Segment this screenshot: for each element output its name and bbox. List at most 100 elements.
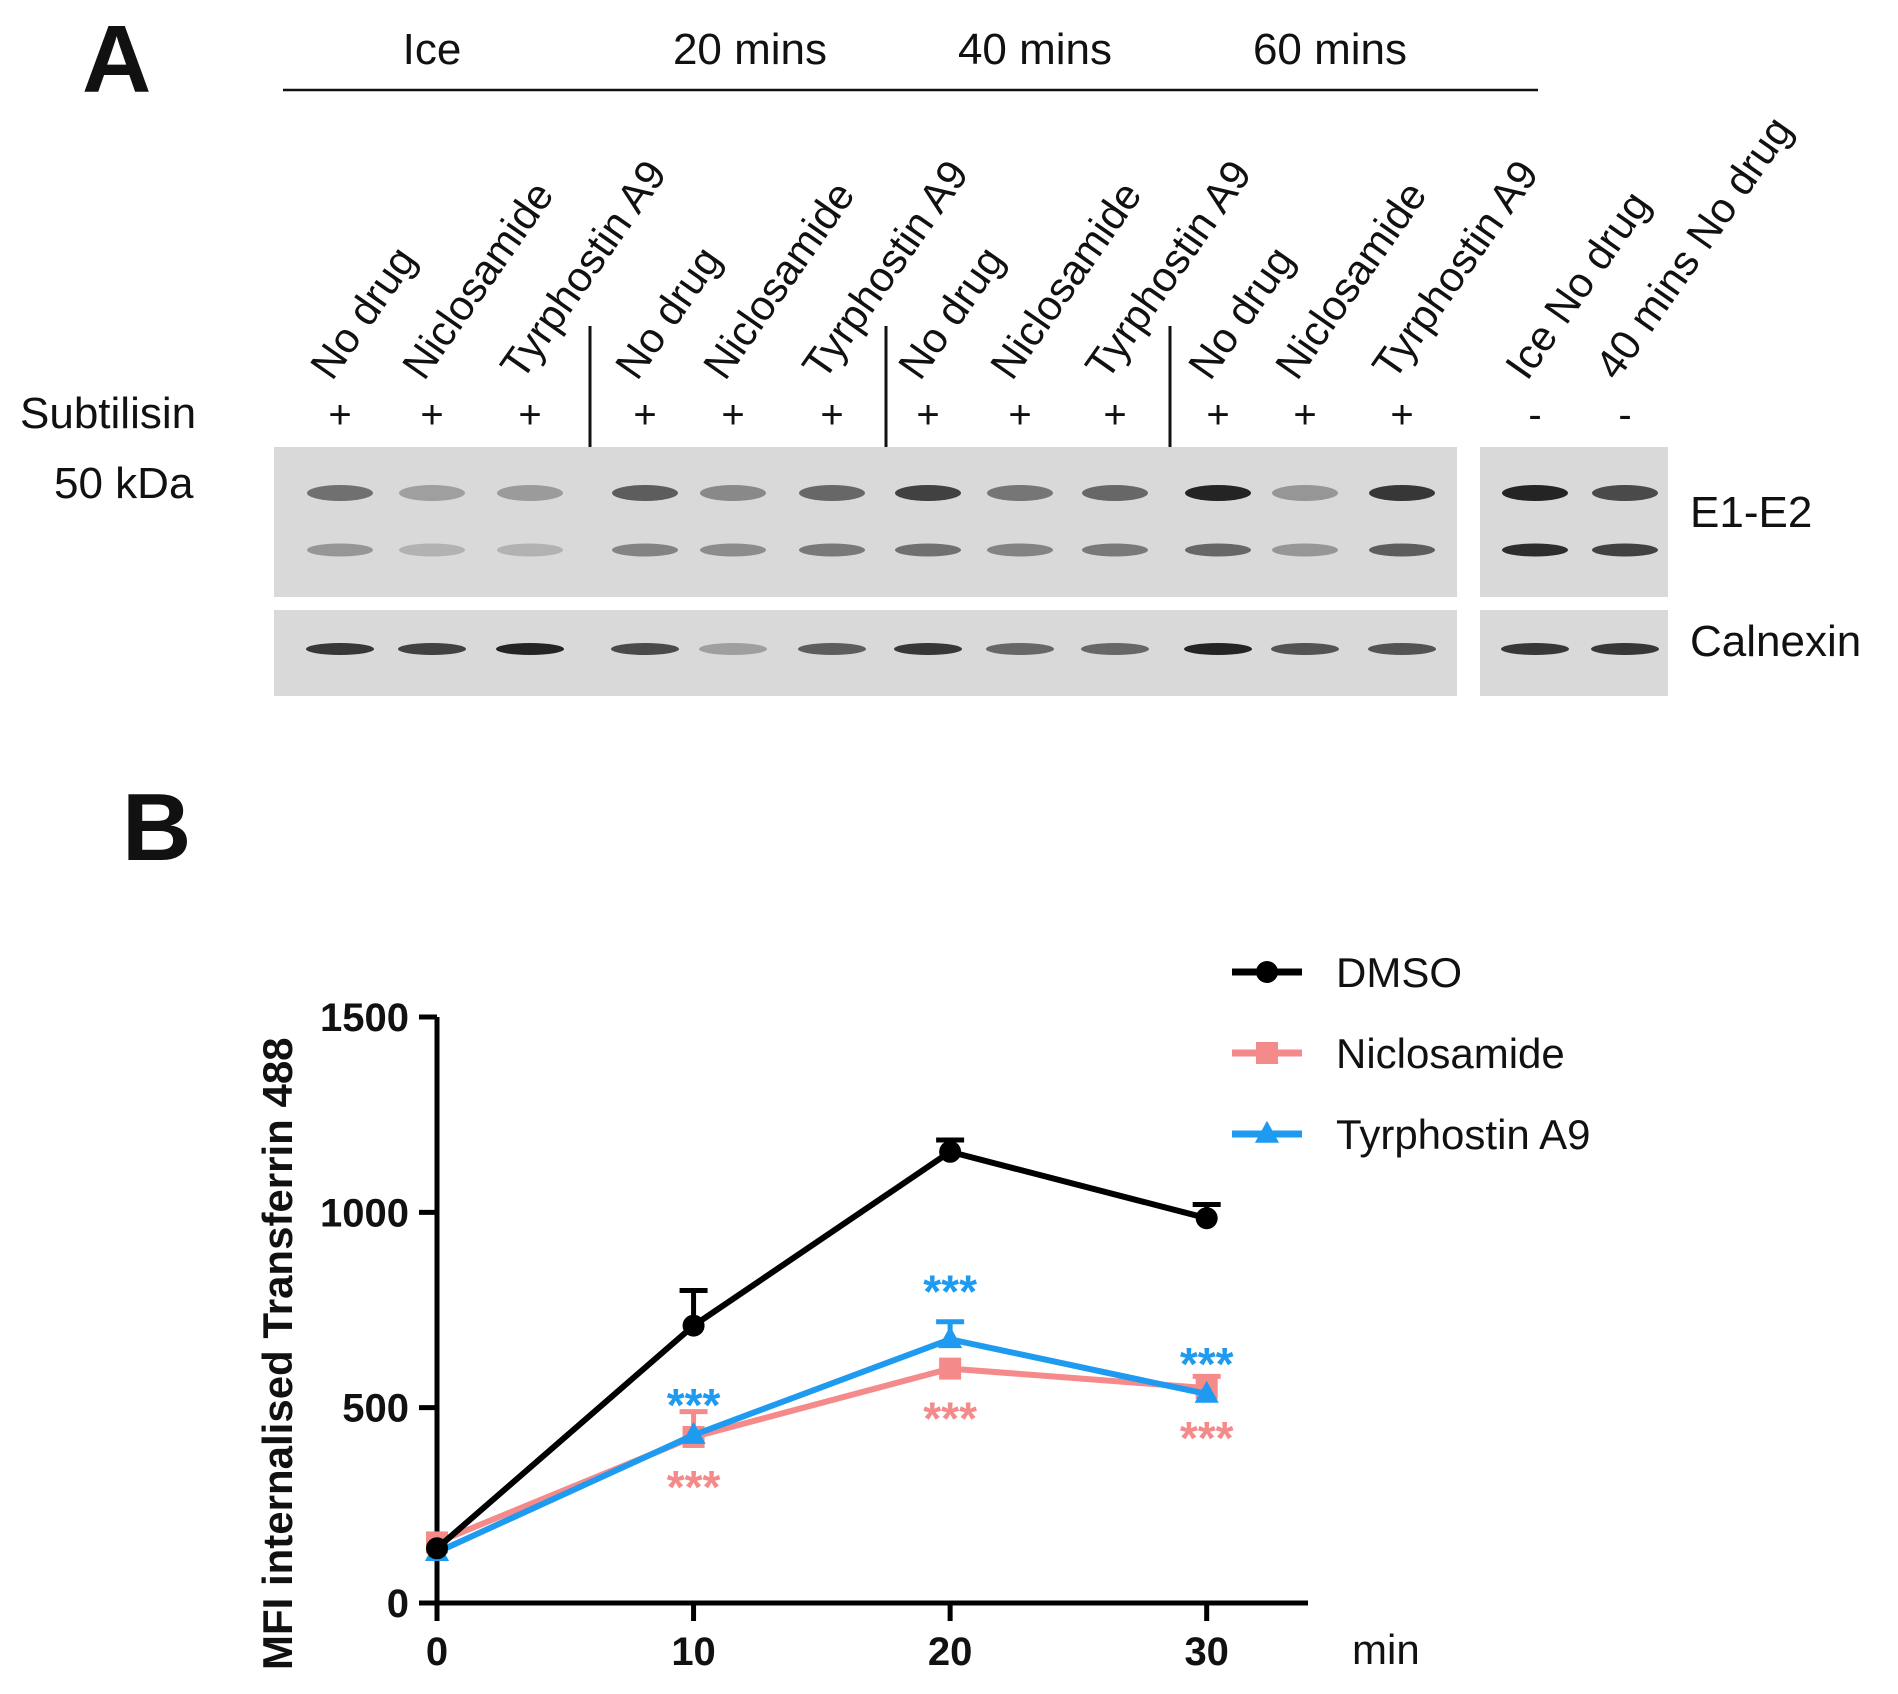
series-line	[435, 1148, 1208, 1551]
blot-band	[799, 543, 865, 557]
subtilisin-sign: +	[916, 393, 939, 437]
data-point	[1194, 1380, 1219, 1403]
y-tick-label: 1500	[320, 996, 409, 1040]
blot-band	[1502, 485, 1568, 501]
data-point	[1256, 961, 1278, 983]
data-point	[1254, 1120, 1280, 1143]
x-tick-label: 0	[426, 1630, 448, 1674]
blot-band	[700, 543, 766, 557]
significance-annotation: ***	[923, 1393, 977, 1445]
blot-band	[1272, 485, 1338, 501]
x-tick-label: 20	[928, 1630, 973, 1674]
series-line	[435, 1365, 1207, 1546]
data-point	[682, 1314, 705, 1337]
time-group-headers: Ice 20 mins 40 mins 60 mins	[403, 25, 1407, 74]
blot-calnexin-main	[274, 610, 1457, 696]
band-label-e1e2: E1-E2	[1690, 488, 1812, 537]
y-tick-label: 0	[387, 1582, 409, 1626]
blot-band	[399, 485, 465, 501]
data-point	[939, 1357, 962, 1380]
x-tick-label: 30	[1184, 1630, 1229, 1674]
blot-band	[895, 543, 961, 557]
time-group-header: 20 mins	[673, 25, 827, 74]
subtilisin-sign: +	[721, 393, 744, 437]
blot-band	[1272, 543, 1338, 557]
blot-band	[1081, 643, 1149, 655]
blot-band	[1592, 485, 1658, 501]
blot-band	[1082, 485, 1148, 501]
marker-50kda-label: 50 kDa	[54, 459, 194, 508]
legend-item: Tyrphostin A9	[1232, 1111, 1590, 1158]
time-group-header: 60 mins	[1253, 25, 1407, 74]
blot-band	[894, 643, 962, 655]
blot-band	[611, 643, 679, 655]
western-blots	[274, 447, 1668, 696]
significance-annotation: ***	[923, 1266, 977, 1318]
blot-band	[1271, 643, 1339, 655]
blot-band	[399, 543, 465, 557]
time-group-header: 40 mins	[958, 25, 1112, 74]
blot-band	[1501, 643, 1569, 655]
panel-a-label: A	[82, 6, 151, 113]
x-tick-label: 10	[671, 1630, 716, 1674]
legend-item: DMSO	[1232, 949, 1462, 996]
subtilisin-sign: -	[1528, 393, 1541, 437]
blot-band	[798, 643, 866, 655]
subtilisin-sign: +	[1008, 393, 1031, 437]
subtilisin-sign: +	[328, 393, 351, 437]
data-point	[938, 1326, 963, 1349]
blot-band	[799, 485, 865, 501]
series-dmso	[426, 1137, 1221, 1560]
legend-label: Tyrphostin A9	[1336, 1111, 1590, 1158]
blot-band	[1185, 485, 1251, 501]
band-label-calnexin: Calnexin	[1690, 617, 1861, 666]
blot-band	[1368, 643, 1436, 655]
subtilisin-sign: -	[1618, 393, 1631, 437]
blot-band	[1082, 543, 1148, 557]
blot-band	[496, 643, 564, 655]
significance-annotation: ***	[1180, 1338, 1234, 1390]
blot-band	[497, 543, 563, 557]
subtilisin-sign: +	[420, 393, 443, 437]
y-tick-label: 500	[342, 1387, 409, 1431]
significance-annotation: ***	[667, 1461, 721, 1513]
blot-e1e2-side	[1480, 447, 1668, 597]
data-point	[939, 1140, 962, 1163]
blot-band	[987, 485, 1053, 501]
subtilisin-sign: +	[1390, 393, 1413, 437]
subtilisin-sign: +	[518, 393, 541, 437]
blot-band	[986, 643, 1054, 655]
panel-b-label: B	[122, 774, 191, 881]
subtilisin-sign: +	[633, 393, 656, 437]
blot-e1e2-main	[274, 447, 1457, 597]
legend-label: Niclosamide	[1336, 1030, 1565, 1077]
lane-dividers	[588, 326, 1172, 448]
significance-annotation: ***	[667, 1379, 721, 1431]
blot-band	[612, 485, 678, 501]
blot-band	[700, 485, 766, 501]
legend-label: DMSO	[1336, 949, 1462, 996]
x-axis-label: min	[1352, 1626, 1420, 1673]
subtilisin-sign: +	[1293, 393, 1316, 437]
time-group-header: Ice	[403, 25, 462, 74]
subtilisin-sign: +	[1206, 393, 1229, 437]
blot-band	[1185, 543, 1251, 557]
blot-band	[895, 485, 961, 501]
line-chart: 0 500 1000 1500 0 10 20 30 *** *** *** *** *** *** D…	[254, 949, 1590, 1674]
blot-band	[307, 485, 373, 501]
blot-band	[699, 643, 767, 655]
blot-band	[612, 543, 678, 557]
series-line	[435, 1336, 1208, 1555]
blot-band	[987, 543, 1053, 557]
blot-band	[1369, 543, 1435, 557]
legend-item: Niclosamide	[1232, 1030, 1565, 1077]
blot-band	[1184, 643, 1252, 655]
blot-band	[1502, 543, 1568, 557]
blot-band	[1591, 643, 1659, 655]
series-tyrphostin-a9	[424, 1319, 1219, 1562]
y-tick-label: 1000	[320, 1191, 409, 1235]
y-axis-label: MFI internalised Transferrin 488	[254, 1037, 301, 1670]
data-point	[1256, 1042, 1278, 1064]
subtilisin-sign: +	[1103, 393, 1126, 437]
